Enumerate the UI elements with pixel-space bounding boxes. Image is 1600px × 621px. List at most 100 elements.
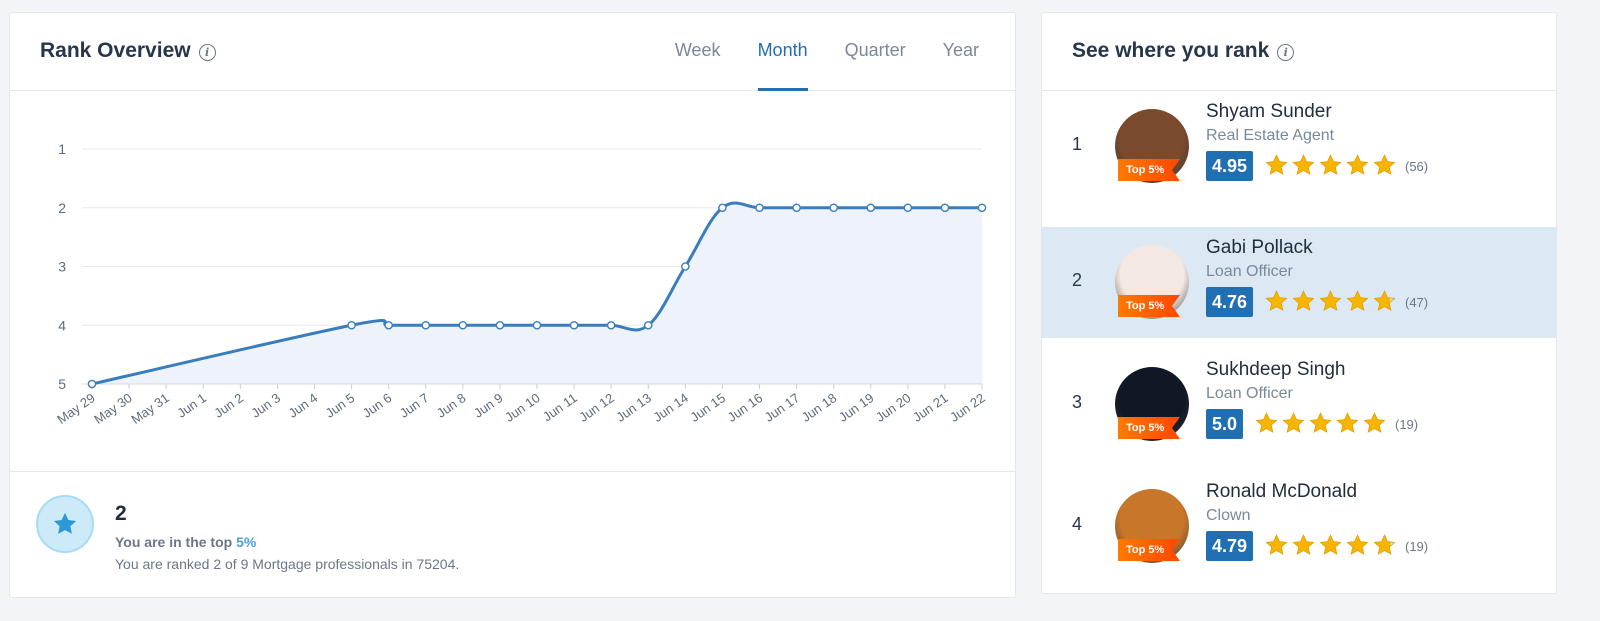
star-icon [1363, 412, 1386, 433]
data-point [681, 262, 690, 271]
agent-name[interactable]: Shyam Sunder [1206, 101, 1332, 122]
star-icon [1319, 534, 1342, 555]
rating-score: 5.0 [1206, 409, 1244, 439]
period-tabs: Week Month Quarter Year [638, 13, 979, 91]
star-icon [1265, 154, 1288, 175]
summary-top-pct: 5% [236, 534, 257, 550]
data-point [643, 320, 653, 330]
leaderboard-row[interactable]: 2 Top 5% Gabi Pollack Loan Officer 4.76 … [1042, 227, 1556, 338]
agent-name[interactable]: Sukhdeep Singh [1206, 359, 1346, 380]
x-tick-label: Jun 21 [910, 390, 951, 425]
top-percent-badge: Top 5% [1118, 417, 1181, 439]
y-tick-label: 1 [58, 141, 66, 157]
rank-chart: 1 2 3 4 5 May 29 May 30 May 31 Jun 1 Jun 2 Jun 3 Ju… [10, 91, 1015, 471]
leaderboard-card: See where you rank i 1 Top 5% Shyam Sund… [1041, 12, 1557, 594]
star-badge-icon [36, 495, 94, 553]
data-point [458, 320, 468, 330]
x-tick-label: Jun 12 [576, 390, 617, 425]
data-point [866, 203, 876, 213]
top-percent-badge: Top 5% [1118, 539, 1181, 561]
star-icon [1265, 290, 1288, 311]
data-point [977, 203, 987, 213]
data-point [347, 320, 356, 330]
info-icon[interactable]: i [1277, 43, 1295, 61]
star-icon [1265, 534, 1288, 555]
star-icon [1292, 154, 1315, 175]
x-tick-label: May 30 [91, 390, 135, 427]
y-tick-label: 2 [58, 200, 66, 216]
data-point [792, 203, 801, 213]
leaderboard-row[interactable]: 4 Top 5% Ronald McDonald Clown 4.79 (19) [1042, 471, 1556, 582]
y-tick-label: 3 [58, 259, 66, 275]
x-tick-label: Jun 19 [836, 390, 877, 425]
y-tick-label: 4 [58, 317, 66, 333]
data-point [87, 379, 97, 389]
top-percent-badge: Top 5% [1118, 159, 1181, 181]
star-icon [1373, 290, 1396, 311]
star-icon [1319, 154, 1342, 175]
x-tick-label: Jun 22 [947, 390, 988, 425]
x-tick-label: Jun 11 [540, 390, 580, 424]
row-rank-number: 2 [1072, 270, 1083, 290]
star-icon [1373, 154, 1396, 175]
star-icon [1255, 412, 1278, 433]
x-tick-label: Jun 17 [762, 390, 803, 425]
row-rank-number: 4 [1072, 514, 1083, 534]
star-icon [1346, 534, 1369, 555]
tab-year[interactable]: Year [942, 40, 979, 60]
x-tick-label: Jun 15 [688, 390, 729, 425]
summary-top-percent: You are in the top 5% [115, 534, 256, 550]
x-tick-label: Jun 14 [650, 390, 691, 425]
data-point [718, 203, 727, 213]
star-icon [1319, 290, 1342, 311]
x-tick-label: May 29 [54, 390, 98, 427]
x-tick-label: Jun 7 [397, 390, 432, 421]
data-point [532, 320, 542, 330]
rank-summary: 2 You are in the top 5% You are ranked 2… [10, 471, 1015, 597]
agent-name[interactable]: Gabi Pollack [1206, 237, 1313, 258]
tab-month[interactable]: Month [757, 13, 808, 91]
agent-title: Real Estate Agent [1206, 127, 1335, 144]
x-tick-label: Jun 16 [725, 390, 766, 425]
star-icon [1336, 412, 1359, 433]
y-tick-label: 5 [58, 376, 66, 392]
review-count[interactable]: (19) [1395, 417, 1419, 432]
review-count[interactable]: (47) [1405, 295, 1429, 310]
rank-overview-title: Rank Overview i [40, 39, 216, 63]
star-rating [1264, 289, 1397, 314]
agent-title: Clown [1206, 507, 1251, 524]
leaderboard-title: See where you rank i [1072, 39, 1295, 63]
star-icon [1292, 534, 1315, 555]
star-icon [1373, 534, 1396, 555]
area-fill [92, 203, 982, 384]
x-tick-label: Jun 5 [323, 390, 358, 421]
star-icon [1346, 154, 1369, 175]
data-point [755, 203, 764, 213]
x-tick-label: Jun 4 [286, 390, 321, 421]
data-point [940, 203, 950, 213]
star-icon [1346, 290, 1369, 311]
summary-top-prefix: You are in the top [115, 534, 237, 550]
data-point [903, 203, 913, 213]
star-rating [1264, 153, 1397, 178]
x-tick-label: Jun 3 [248, 390, 283, 421]
leaderboard-header: See where you rank i [1042, 13, 1556, 91]
tab-week[interactable]: Week [674, 40, 721, 60]
rank-overview-card: Rank Overview i Week Month Quarter Year … [9, 12, 1016, 598]
leaderboard-row[interactable]: 3 Top 5% Sukhdeep Singh Loan Officer 5.0… [1042, 349, 1556, 460]
review-count[interactable]: (19) [1405, 539, 1429, 554]
review-count[interactable]: (56) [1405, 159, 1429, 174]
info-icon[interactable]: i [198, 43, 216, 61]
rank-overview-header: Rank Overview i Week Month Quarter Year [10, 13, 1015, 91]
tab-quarter[interactable]: Quarter [844, 40, 906, 60]
leaderboard-row[interactable]: 1 Top 5% Shyam Sunder Real Estate Agent … [1042, 91, 1556, 202]
rating-score: 4.76 [1206, 287, 1254, 317]
data-point [829, 203, 838, 213]
data-point [421, 320, 431, 330]
leaderboard-title-text: See where you rank [1072, 39, 1270, 62]
agent-name[interactable]: Ronald McDonald [1206, 481, 1358, 502]
data-point [606, 320, 616, 330]
star-icon [1282, 412, 1305, 433]
data-point [495, 320, 505, 330]
